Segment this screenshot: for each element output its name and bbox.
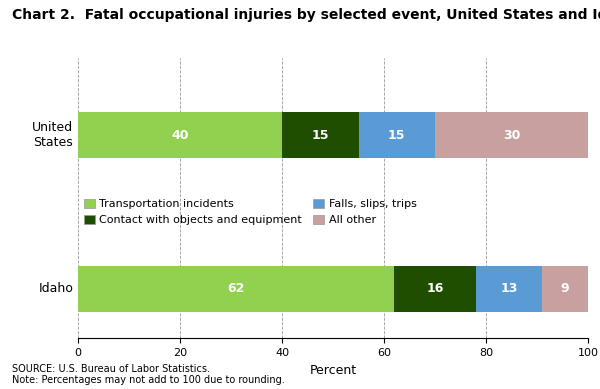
Bar [435,112,588,158]
Text: 40: 40 [171,129,189,142]
Bar [542,266,588,312]
Bar [359,112,435,158]
Text: SOURCE: U.S. Bureau of Labor Statistics.
Note: Percentages may not add to 100 du: SOURCE: U.S. Bureau of Labor Statistics.… [12,363,285,385]
Text: 15: 15 [388,129,406,142]
X-axis label: Percent: Percent [310,364,356,377]
Text: 13: 13 [500,282,518,295]
Text: 16: 16 [427,282,443,295]
Text: 9: 9 [561,282,569,295]
Text: 30: 30 [503,129,520,142]
Legend: Transportation incidents, Contact with objects and equipment, Falls, slips, trip: Transportation incidents, Contact with o… [83,199,416,225]
Bar [394,266,476,312]
Text: 62: 62 [227,282,245,295]
Bar [78,266,394,312]
Bar [282,112,359,158]
Bar [78,112,282,158]
Text: Chart 2.  Fatal occupational injuries by selected event, United States and Idaho: Chart 2. Fatal occupational injuries by … [12,8,600,22]
Bar [476,266,542,312]
Text: 15: 15 [311,129,329,142]
